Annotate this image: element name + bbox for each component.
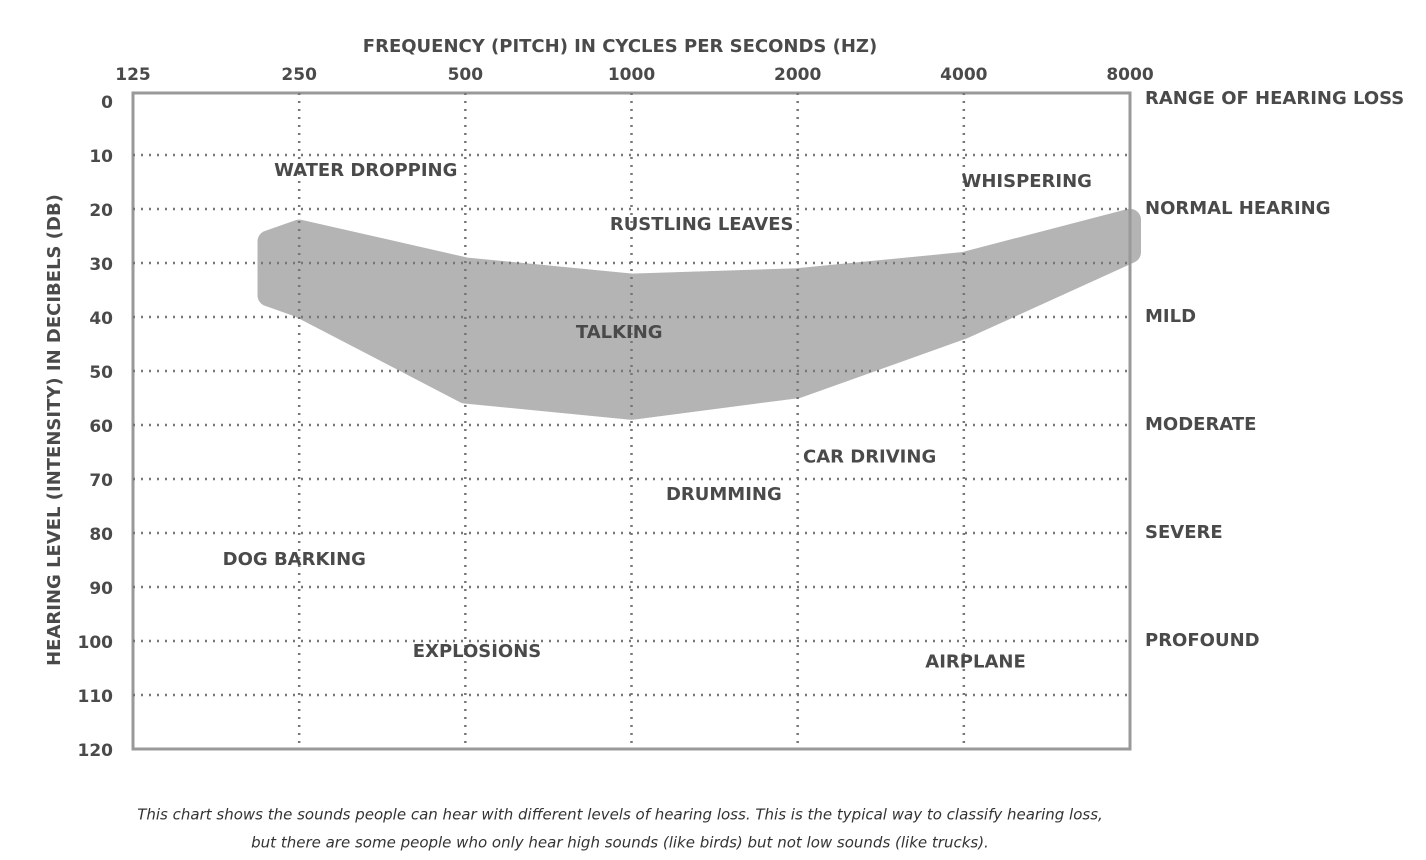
sound-label: DOG BARKING <box>223 549 366 570</box>
range-label: PROFOUND <box>1145 630 1260 651</box>
x-tick-label: 1000 <box>608 65 655 85</box>
sound-label: TALKING <box>576 322 663 343</box>
y-axis-title: HEARING LEVEL (INTENSITY) IN DECIBELS (D… <box>44 194 65 666</box>
y-tick-label: 90 <box>89 579 113 599</box>
y-tick-label: 120 <box>78 741 114 761</box>
sound-label: CAR DRIVING <box>803 446 936 467</box>
y-tick-label: 60 <box>89 417 113 437</box>
x-tick-label: 4000 <box>940 65 987 85</box>
sound-label: AIRPLANE <box>925 652 1025 673</box>
y-tick-label: 80 <box>89 525 113 545</box>
y-tick-label: 0 <box>101 93 113 113</box>
x-tick-label: 2000 <box>774 65 821 85</box>
y-tick-label: 100 <box>78 633 114 653</box>
range-label: MILD <box>1145 306 1196 327</box>
y-tick-label: 20 <box>89 201 113 221</box>
sound-label: WHISPERING <box>961 171 1091 192</box>
x-tick-label: 250 <box>281 65 317 85</box>
range-label: MODERATE <box>1145 414 1256 435</box>
caption: but there are some people who only hear … <box>251 834 989 852</box>
caption: This chart shows the sounds people can h… <box>137 806 1103 824</box>
sound-label: RUSTLING LEAVES <box>610 214 794 235</box>
sound-label: DRUMMING <box>666 484 782 505</box>
sound-label: EXPLOSIONS <box>413 641 542 662</box>
y-tick-label: 10 <box>89 147 113 167</box>
y-tick-label: 30 <box>89 255 113 275</box>
y-tick-label: 40 <box>89 309 113 329</box>
y-tick-label: 110 <box>78 687 114 707</box>
sound-label: WATER DROPPING <box>274 160 457 181</box>
range-label: SEVERE <box>1145 522 1223 543</box>
y-tick-label: 50 <box>89 363 113 383</box>
x-tick-label: 125 <box>115 65 151 85</box>
x-tick-label: 500 <box>448 65 484 85</box>
x-axis-title: FREQUENCY (PITCH) IN CYCLES PER SECONDS … <box>363 36 877 57</box>
range-label: NORMAL HEARING <box>1145 198 1331 219</box>
x-tick-label: 8000 <box>1106 65 1153 85</box>
speech-banana <box>257 208 1141 420</box>
y-tick-label: 70 <box>89 471 113 491</box>
range-title: RANGE OF HEARING LOSS <box>1145 88 1404 109</box>
